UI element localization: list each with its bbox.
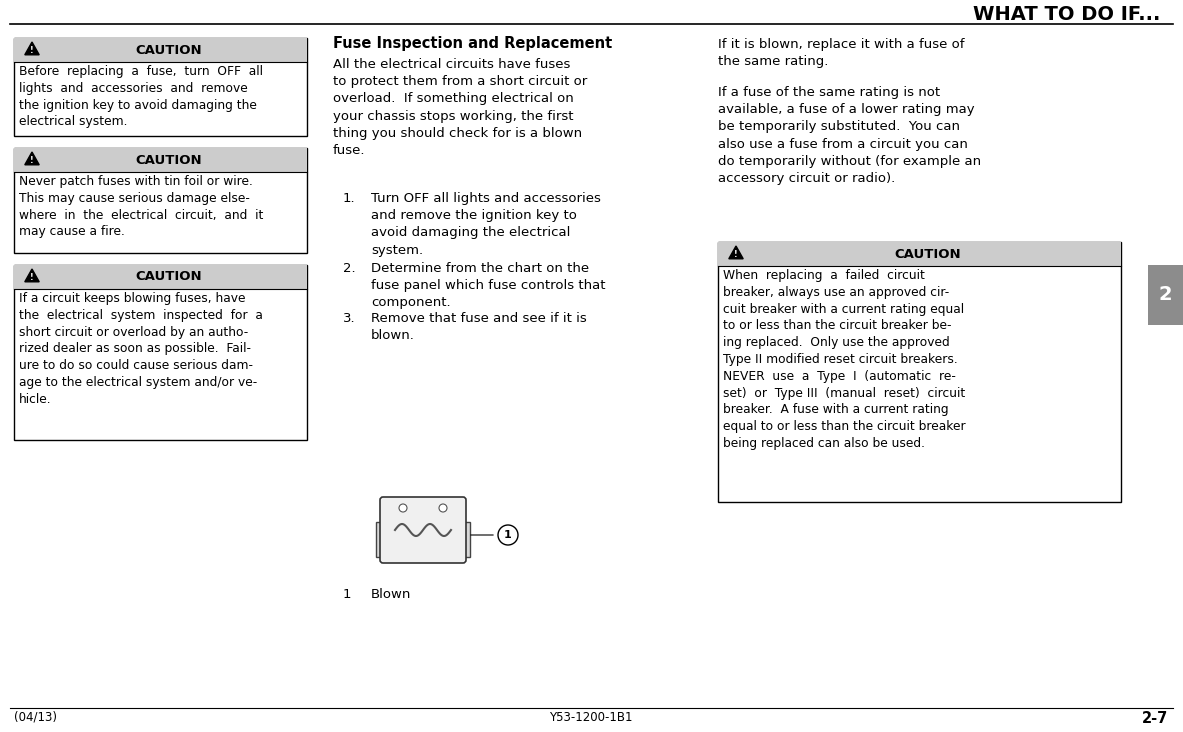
FancyBboxPatch shape [380, 497, 466, 563]
Text: If it is blown, replace it with a fuse of
the same rating.: If it is blown, replace it with a fuse o… [718, 38, 964, 68]
Text: If a circuit keeps blowing fuses, have
the  electrical  system  inspected  for  : If a circuit keeps blowing fuses, have t… [19, 292, 263, 406]
Text: (04/13): (04/13) [14, 711, 57, 724]
Circle shape [399, 504, 407, 512]
Circle shape [439, 504, 447, 512]
Circle shape [498, 525, 518, 545]
Text: 2-7: 2-7 [1142, 711, 1168, 726]
Bar [14, 265, 308, 289]
Text: If a fuse of the same rating is not
available, a fuse of a lower rating may
be t: If a fuse of the same rating is not avai… [718, 86, 981, 185]
Text: All the electrical circuits have fuses
to protect them from a short circuit or
o: All the electrical circuits have fuses t… [332, 58, 587, 157]
Text: 1: 1 [343, 588, 351, 601]
Bar [14, 38, 308, 62]
Text: 2: 2 [1158, 285, 1172, 305]
Bar [718, 242, 1121, 502]
Text: 2.: 2. [343, 262, 356, 275]
Bar [14, 148, 308, 253]
Bar [460, 522, 470, 557]
Text: 1: 1 [504, 530, 512, 540]
Text: Blown: Blown [371, 588, 412, 601]
Text: CAUTION: CAUTION [135, 43, 202, 56]
Text: CAUTION: CAUTION [135, 271, 202, 283]
Text: Fuse Inspection and Replacement: Fuse Inspection and Replacement [332, 36, 613, 51]
Polygon shape [25, 269, 39, 282]
Text: Never patch fuses with tin foil or wire.
This may cause serious damage else-
whe: Never patch fuses with tin foil or wire.… [19, 175, 264, 239]
Bar [14, 38, 308, 136]
Text: 3.: 3. [343, 312, 356, 325]
Polygon shape [25, 42, 39, 55]
Text: !: ! [31, 46, 34, 56]
Polygon shape [729, 246, 743, 259]
Bar [1148, 265, 1183, 325]
Bar [376, 522, 386, 557]
Text: CAUTION: CAUTION [894, 247, 961, 261]
Text: Determine from the chart on the
fuse panel which fuse controls that
component.: Determine from the chart on the fuse pan… [371, 262, 606, 310]
Text: WHAT TO DO IF...: WHAT TO DO IF... [972, 5, 1161, 24]
Text: CAUTION: CAUTION [135, 154, 202, 166]
Text: !: ! [31, 273, 34, 283]
Text: Turn OFF all lights and accessories
and remove the ignition key to
avoid damagin: Turn OFF all lights and accessories and … [371, 192, 601, 257]
Text: !: ! [31, 157, 34, 165]
Text: Before  replacing  a  fuse,  turn  OFF  all
lights  and  accessories  and  remov: Before replacing a fuse, turn OFF all li… [19, 65, 263, 128]
Text: Remove that fuse and see if it is
blown.: Remove that fuse and see if it is blown. [371, 312, 587, 342]
Bar [14, 148, 308, 172]
Text: When  replacing  a  failed  circuit
breaker, always use an approved cir-
cuit br: When replacing a failed circuit breaker,… [723, 269, 965, 450]
Polygon shape [25, 152, 39, 165]
Text: 1.: 1. [343, 192, 356, 205]
Text: !: ! [735, 250, 738, 259]
Bar [718, 242, 1121, 266]
Bar [14, 265, 308, 440]
Text: Y53-1200-1B1: Y53-1200-1B1 [549, 711, 633, 724]
